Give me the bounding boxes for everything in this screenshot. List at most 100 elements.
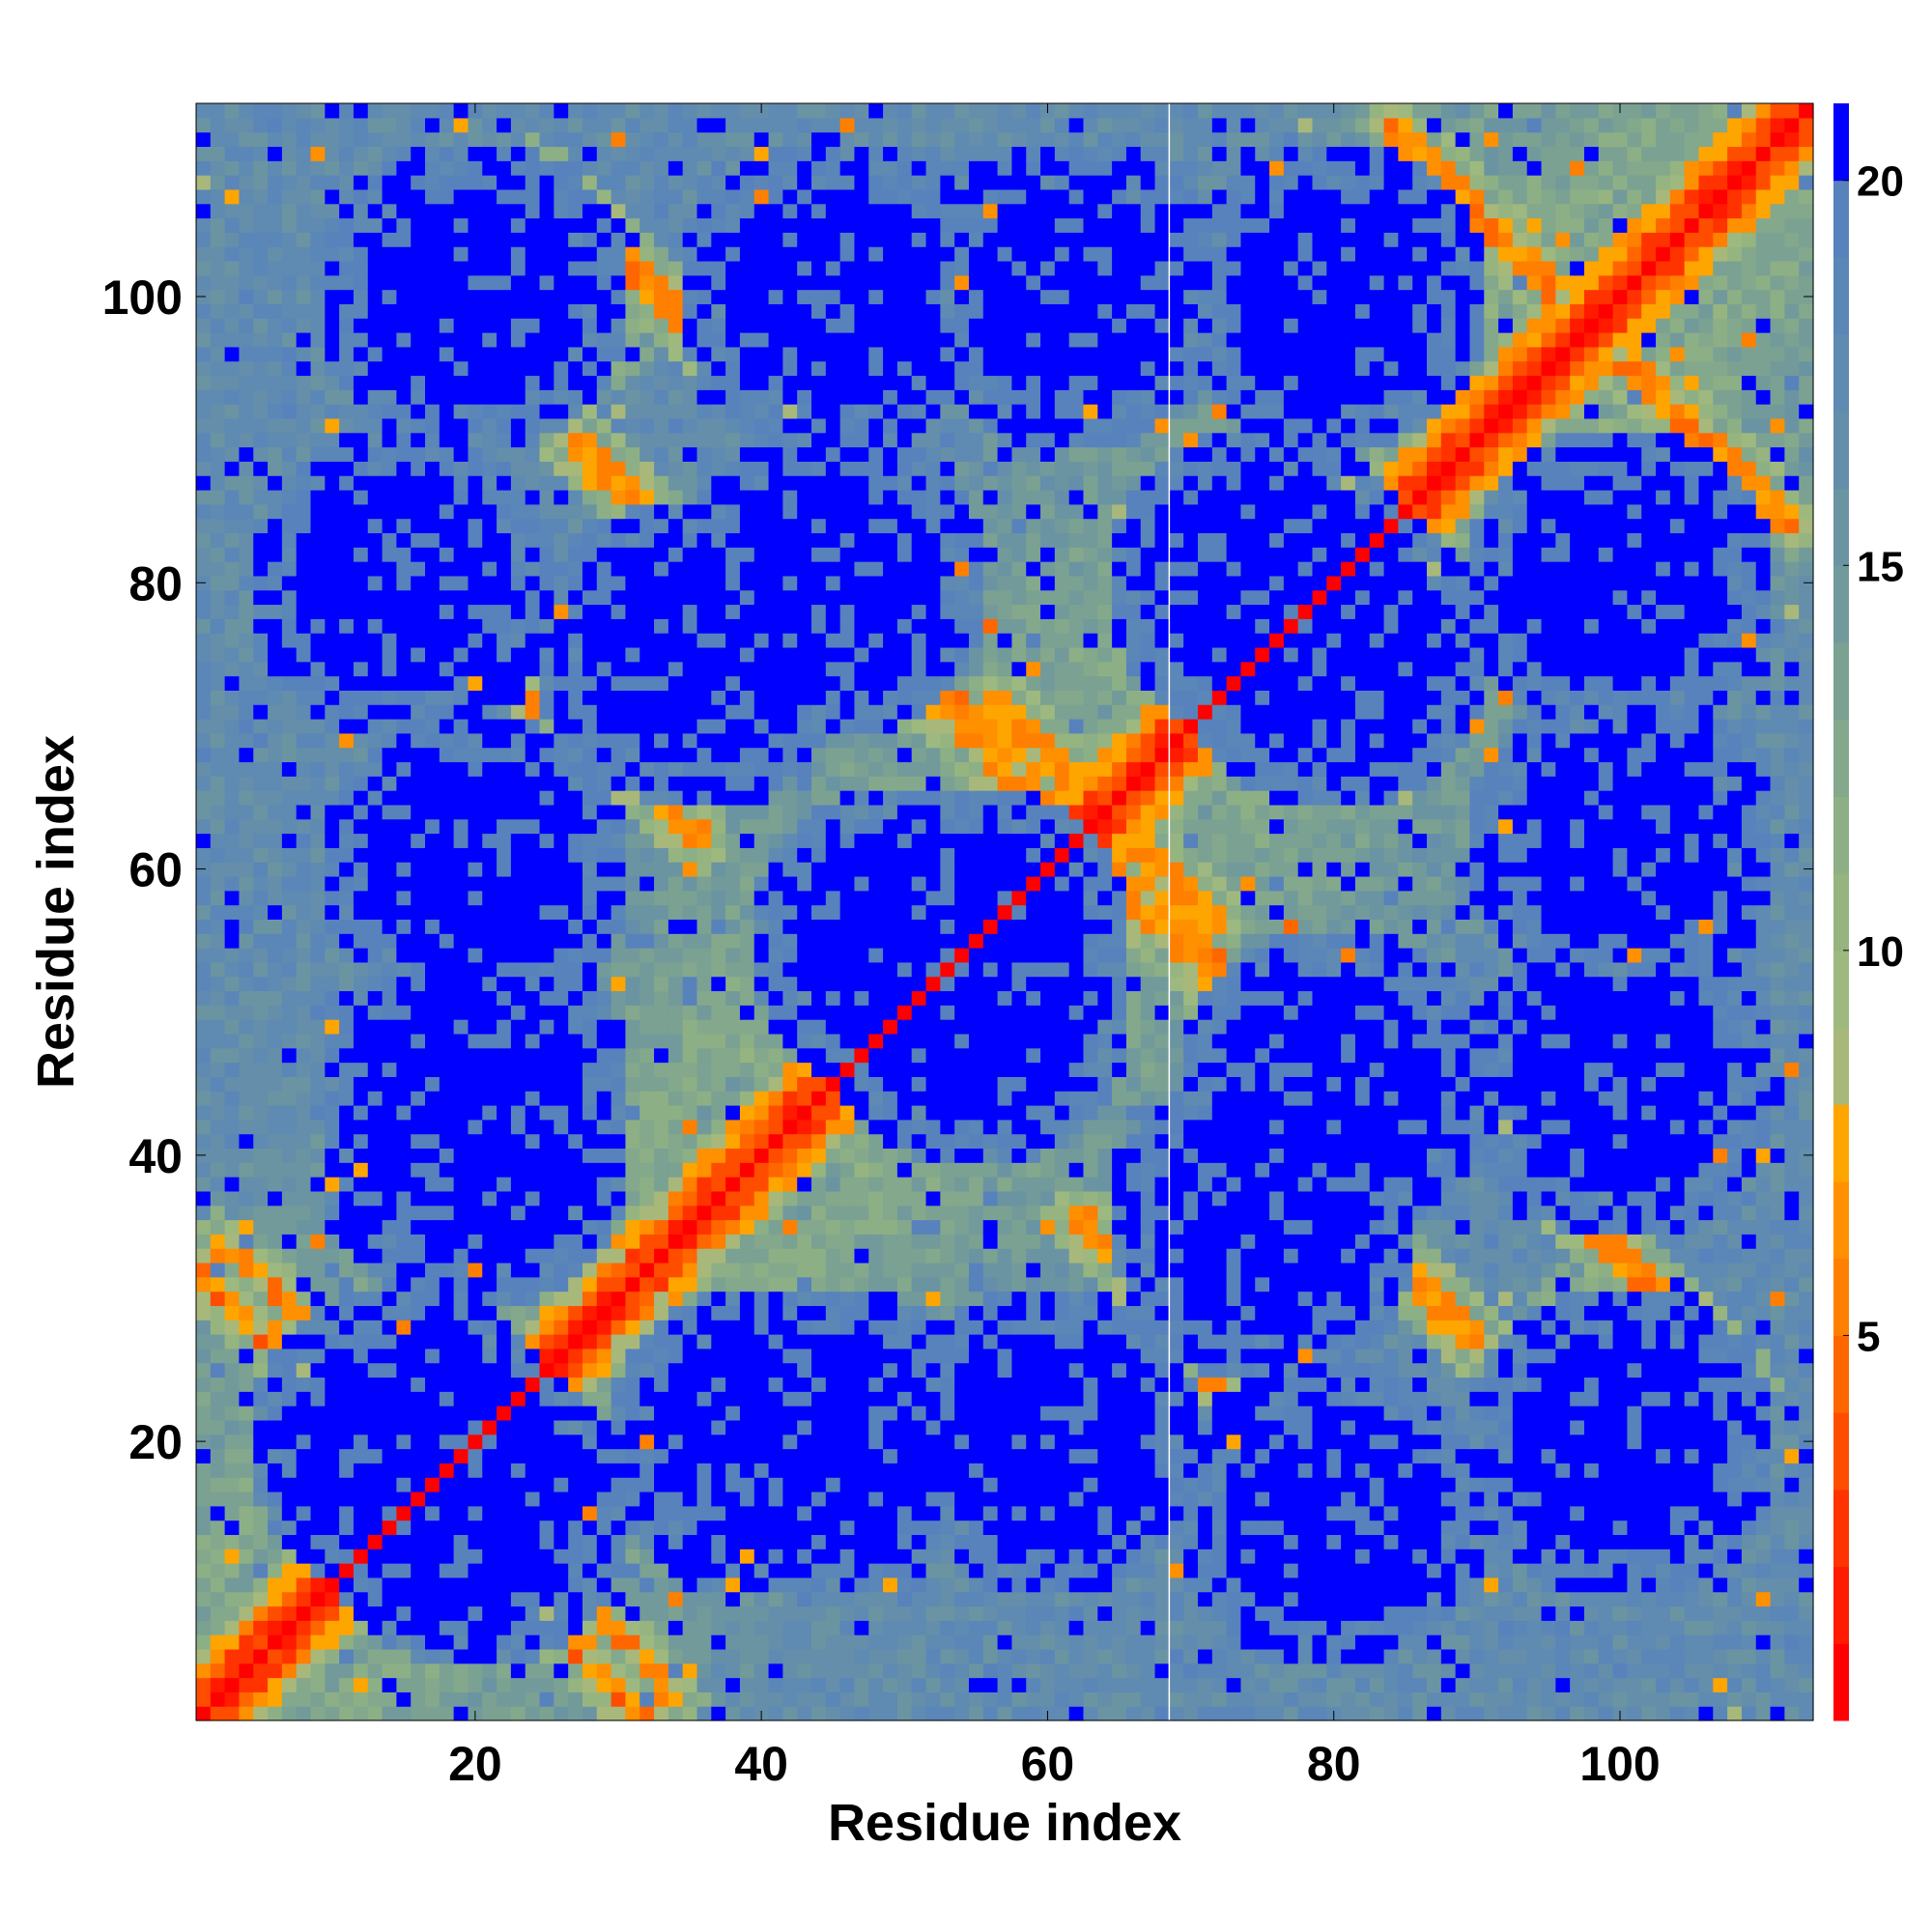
heatmap-cell bbox=[782, 232, 798, 247]
heatmap-cell bbox=[353, 1104, 369, 1121]
heatmap-cell bbox=[711, 217, 726, 233]
heatmap-cell bbox=[411, 747, 426, 763]
heatmap-cell bbox=[325, 1520, 340, 1536]
heatmap-cell bbox=[310, 461, 326, 476]
heatmap-cell bbox=[210, 618, 226, 634]
heatmap-cell bbox=[611, 1190, 627, 1207]
heatmap-cell bbox=[539, 389, 554, 405]
heatmap-cell bbox=[639, 1448, 655, 1463]
heatmap-cell bbox=[582, 833, 598, 848]
heatmap-cell bbox=[625, 690, 640, 705]
heatmap-cell bbox=[582, 1190, 598, 1207]
heatmap-cell bbox=[353, 1377, 369, 1392]
heatmap-cell bbox=[425, 1005, 440, 1020]
heatmap-cell bbox=[811, 1104, 827, 1121]
heatmap-cell bbox=[468, 375, 483, 390]
heatmap-cell bbox=[310, 1276, 326, 1293]
heatmap-cell bbox=[339, 1419, 355, 1435]
heatmap-cell bbox=[739, 1348, 755, 1364]
heatmap-cell bbox=[325, 1577, 340, 1593]
heatmap-cell bbox=[482, 1133, 497, 1150]
heatmap-cell bbox=[625, 1348, 640, 1364]
heatmap-cell bbox=[339, 232, 355, 247]
heatmap-cell bbox=[797, 346, 812, 362]
heatmap-cell bbox=[196, 704, 212, 720]
heatmap-cell bbox=[411, 1434, 426, 1450]
heatmap-cell bbox=[382, 1348, 397, 1364]
heatmap-cell bbox=[768, 1605, 783, 1621]
heatmap-cell bbox=[753, 1391, 770, 1406]
heatmap-cell bbox=[253, 1005, 269, 1020]
heatmap-cell bbox=[281, 260, 298, 276]
heatmap-cell bbox=[296, 1563, 312, 1578]
heatmap-cell bbox=[768, 976, 783, 992]
heatmap-cell bbox=[439, 862, 455, 877]
heatmap-cell bbox=[453, 346, 469, 362]
heatmap-cell bbox=[325, 1362, 340, 1378]
heatmap-cell bbox=[539, 990, 554, 1006]
heatmap-cell bbox=[210, 919, 226, 934]
heatmap-cell bbox=[210, 1133, 226, 1150]
heatmap-cell bbox=[382, 890, 397, 906]
heatmap-cell bbox=[196, 690, 212, 705]
heatmap-cell bbox=[382, 919, 397, 934]
heatmap-cell bbox=[339, 890, 355, 906]
heatmap-cell bbox=[782, 675, 798, 691]
heatmap-cell bbox=[596, 1706, 612, 1721]
heatmap-cell bbox=[253, 990, 269, 1006]
heatmap-cell bbox=[268, 246, 283, 262]
heatmap-cell bbox=[296, 948, 312, 963]
heatmap-cell bbox=[696, 1505, 712, 1521]
heatmap-cell bbox=[654, 1448, 669, 1463]
heatmap-cell bbox=[325, 604, 340, 619]
heatmap-cell bbox=[367, 475, 384, 491]
heatmap-cell bbox=[468, 1219, 483, 1235]
heatmap-cell bbox=[425, 389, 440, 405]
heatmap-cell bbox=[425, 375, 440, 390]
heatmap-cell bbox=[353, 818, 369, 835]
heatmap-cell bbox=[711, 1548, 726, 1564]
heatmap-cell bbox=[396, 547, 412, 562]
heatmap-cell bbox=[281, 1276, 298, 1293]
heatmap-cell bbox=[468, 1162, 483, 1178]
heatmap-cell bbox=[725, 1190, 741, 1207]
heatmap-cell bbox=[525, 1348, 541, 1364]
heatmap-cell bbox=[625, 862, 640, 877]
heatmap-cell bbox=[711, 875, 726, 892]
heatmap-cell bbox=[596, 1563, 612, 1578]
heatmap-cell bbox=[468, 976, 483, 992]
heatmap-cell bbox=[468, 589, 483, 606]
heatmap-cell bbox=[525, 1648, 541, 1664]
heatmap-cell bbox=[525, 461, 541, 476]
heatmap-cell bbox=[196, 1104, 212, 1121]
heatmap-cell bbox=[439, 404, 455, 419]
heatmap-cell bbox=[367, 1605, 384, 1621]
heatmap-cell bbox=[353, 1505, 369, 1521]
heatmap-cell bbox=[725, 303, 741, 319]
heatmap-cell bbox=[725, 375, 741, 390]
heatmap-cell bbox=[725, 1419, 741, 1435]
heatmap-cell bbox=[696, 1104, 712, 1121]
heatmap-cell bbox=[253, 1477, 269, 1492]
heatmap-cell bbox=[253, 1133, 269, 1150]
heatmap-cell bbox=[696, 518, 712, 534]
heatmap-cell bbox=[253, 1648, 269, 1664]
heatmap-cell bbox=[811, 833, 827, 848]
heatmap-cell bbox=[411, 1691, 426, 1707]
heatmap-cell bbox=[654, 332, 669, 348]
heatmap-cell bbox=[825, 1706, 841, 1721]
heatmap-cell bbox=[539, 160, 554, 176]
heatmap-cell bbox=[625, 389, 640, 405]
heatmap-cell bbox=[725, 1648, 741, 1664]
heatmap-cell bbox=[210, 1605, 226, 1621]
heatmap-cell bbox=[711, 375, 726, 390]
heatmap-cell bbox=[782, 1491, 798, 1507]
heatmap-cell bbox=[639, 1148, 655, 1163]
heatmap-cell bbox=[281, 461, 298, 476]
heatmap-cell bbox=[382, 461, 397, 476]
heatmap-cell bbox=[554, 1448, 569, 1463]
heatmap-cell bbox=[339, 1520, 355, 1536]
heatmap-cell bbox=[296, 346, 312, 362]
heatmap-cell bbox=[510, 790, 526, 806]
heatmap-cell bbox=[353, 160, 369, 176]
